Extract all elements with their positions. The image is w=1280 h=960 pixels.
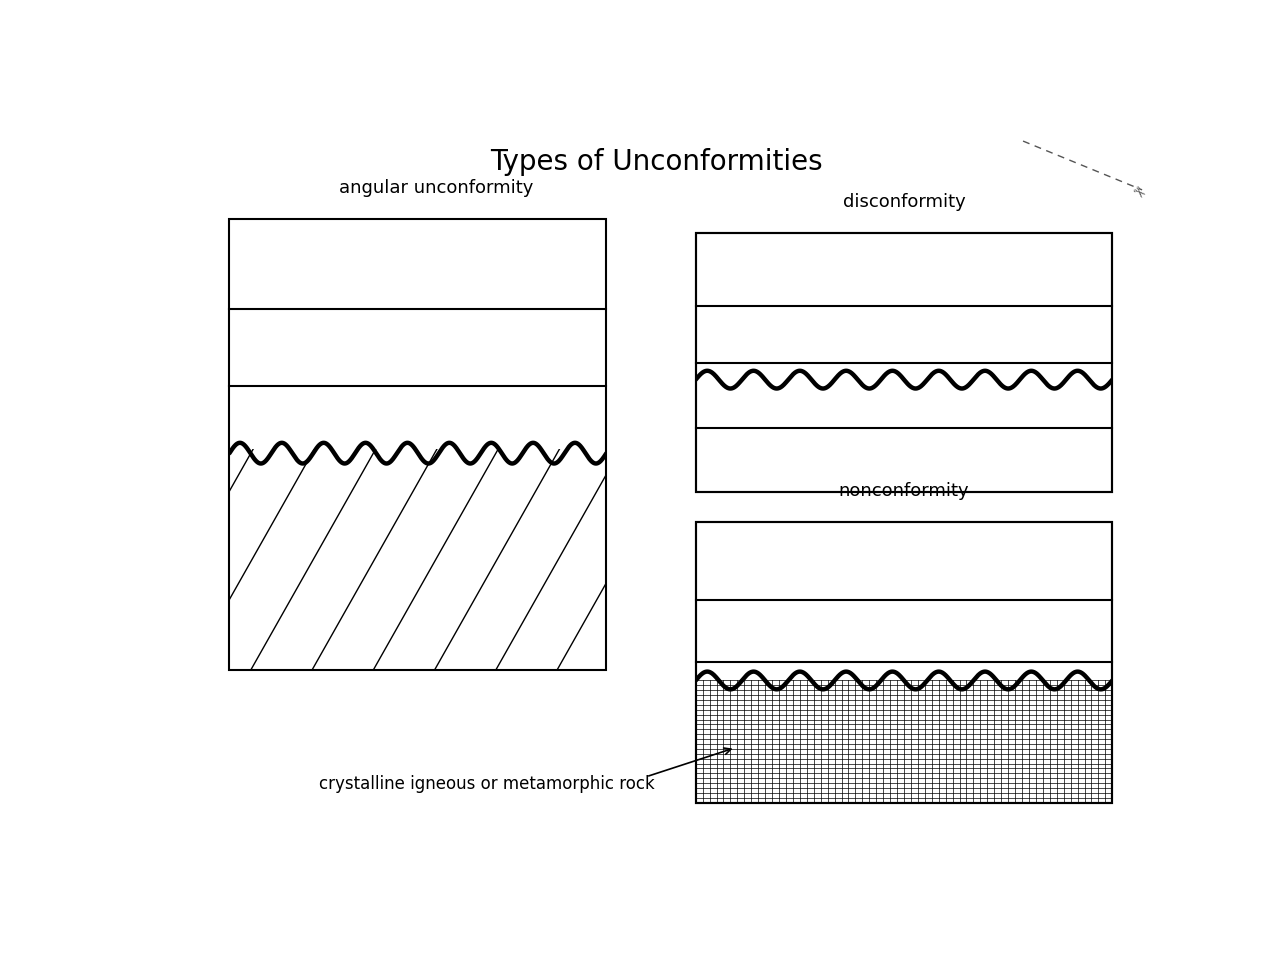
Bar <box>696 233 1112 492</box>
Bar <box>696 233 1112 492</box>
Bar <box>229 449 607 670</box>
Text: ✂: ✂ <box>1128 183 1147 203</box>
Bar <box>696 522 1112 803</box>
Text: crystalline igneous or metamorphic rock: crystalline igneous or metamorphic rock <box>319 775 654 793</box>
Bar <box>696 522 1112 803</box>
Text: angular unconformity: angular unconformity <box>338 179 532 197</box>
Text: Types of Unconformities: Types of Unconformities <box>490 149 822 177</box>
Bar <box>229 219 607 670</box>
Bar <box>229 219 607 670</box>
Bar <box>696 522 1112 803</box>
Text: disconformity: disconformity <box>842 193 965 211</box>
Bar <box>696 233 1112 492</box>
Text: nonconformity: nonconformity <box>838 482 969 499</box>
Bar <box>696 677 1112 803</box>
